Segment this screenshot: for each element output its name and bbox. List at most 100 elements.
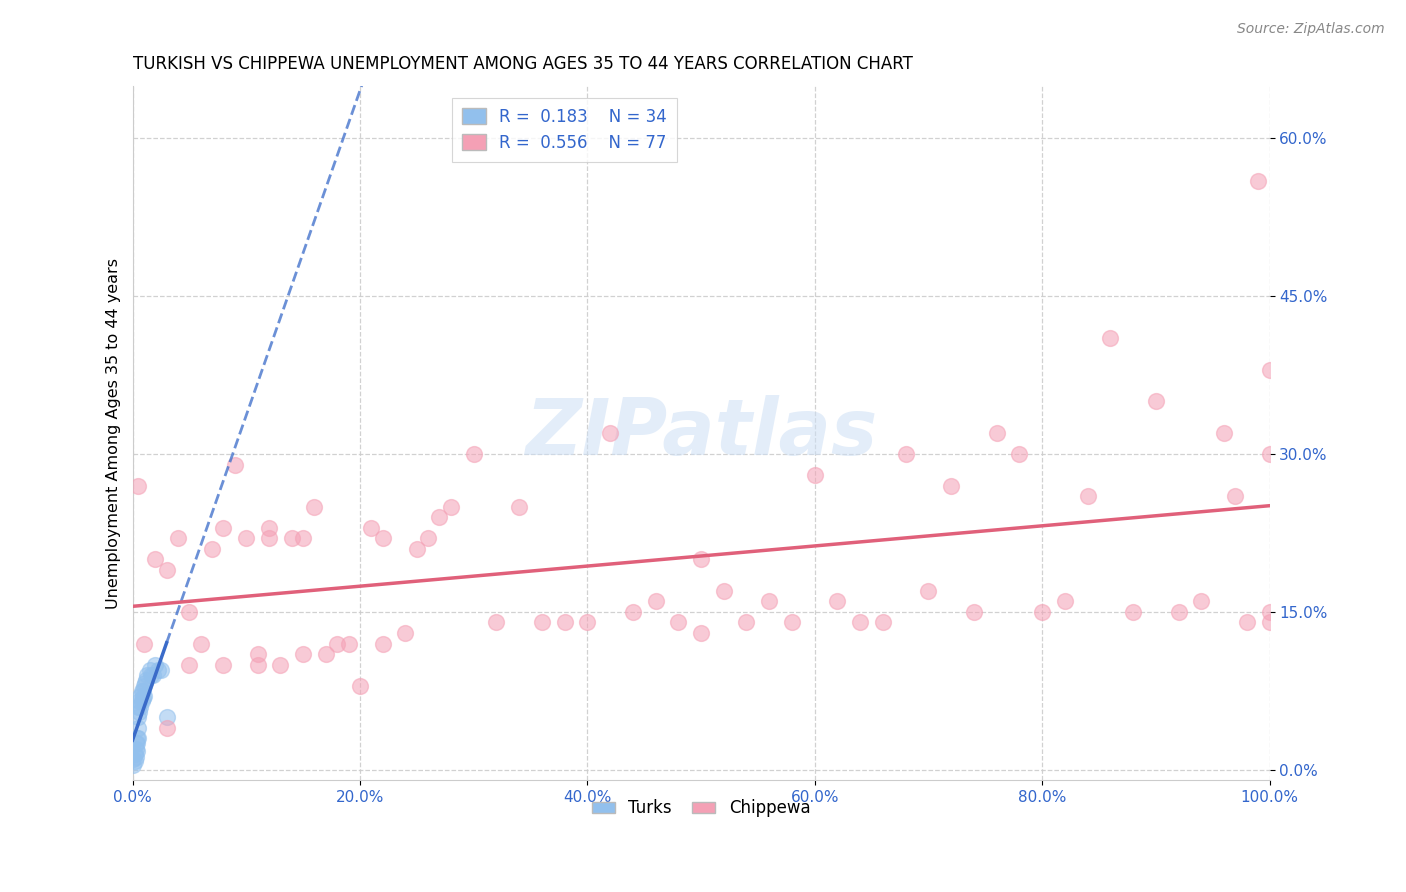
Point <box>666 615 689 630</box>
Point <box>132 691 155 706</box>
Point <box>326 636 349 650</box>
Point <box>125 744 148 758</box>
Point <box>530 615 553 630</box>
Point <box>292 647 315 661</box>
Point <box>371 531 394 545</box>
Point <box>1236 615 1258 630</box>
Point <box>132 636 155 650</box>
Point <box>135 673 157 688</box>
Point <box>1189 594 1212 608</box>
Point <box>132 684 155 698</box>
Point <box>212 657 235 672</box>
Point <box>142 668 165 682</box>
Point <box>1258 605 1281 619</box>
Point <box>576 615 599 630</box>
Point <box>758 594 780 608</box>
Point <box>1167 605 1189 619</box>
Point <box>201 541 224 556</box>
Point <box>146 663 169 677</box>
Point <box>257 531 280 545</box>
Point <box>394 626 416 640</box>
Point <box>599 425 621 440</box>
Point <box>129 689 152 703</box>
Point <box>143 657 166 672</box>
Point <box>315 647 337 661</box>
Point <box>1258 615 1281 630</box>
Point <box>917 583 939 598</box>
Point <box>735 615 758 630</box>
Point <box>246 657 269 672</box>
Point <box>827 594 849 608</box>
Point <box>1053 594 1076 608</box>
Point <box>849 615 872 630</box>
Point <box>127 731 149 746</box>
Point <box>179 605 201 619</box>
Point <box>1144 394 1167 409</box>
Point <box>127 699 149 714</box>
Point <box>1225 489 1247 503</box>
Point <box>690 552 713 566</box>
Point <box>485 615 508 630</box>
Point <box>124 747 146 761</box>
Point <box>429 510 451 524</box>
Point <box>136 668 159 682</box>
Point <box>257 521 280 535</box>
Point <box>416 531 439 545</box>
Point <box>224 458 246 472</box>
Text: Source: ZipAtlas.com: Source: ZipAtlas.com <box>1237 22 1385 37</box>
Point <box>125 731 148 746</box>
Point <box>125 736 148 750</box>
Point <box>121 757 143 772</box>
Point <box>125 741 148 756</box>
Point <box>132 679 155 693</box>
Point <box>1213 425 1236 440</box>
Point <box>1077 489 1099 503</box>
Point <box>349 679 371 693</box>
Point <box>246 647 269 661</box>
Point <box>129 699 152 714</box>
Point <box>280 531 302 545</box>
Point <box>143 552 166 566</box>
Point <box>1258 363 1281 377</box>
Point <box>440 500 463 514</box>
Point <box>644 594 666 608</box>
Point <box>690 626 713 640</box>
Legend: Turks, Chippewa: Turks, Chippewa <box>585 793 817 824</box>
Point <box>803 468 825 483</box>
Text: ZIPatlas: ZIPatlas <box>524 395 877 471</box>
Point <box>939 478 962 492</box>
Point <box>1122 605 1144 619</box>
Point <box>337 636 360 650</box>
Point <box>134 676 156 690</box>
Point <box>235 531 257 545</box>
Point <box>894 447 917 461</box>
Point <box>554 615 576 630</box>
Point <box>463 447 485 461</box>
Point <box>132 689 155 703</box>
Point <box>121 752 143 766</box>
Point <box>304 500 326 514</box>
Point <box>127 478 149 492</box>
Point <box>1099 331 1122 345</box>
Point <box>131 694 153 708</box>
Point <box>371 636 394 650</box>
Point <box>156 710 179 724</box>
Point <box>1258 447 1281 461</box>
Point <box>138 663 160 677</box>
Point <box>139 668 162 682</box>
Point <box>179 657 201 672</box>
Point <box>156 563 179 577</box>
Point <box>1008 447 1031 461</box>
Point <box>1247 173 1270 187</box>
Point <box>713 583 735 598</box>
Point <box>963 605 986 619</box>
Point <box>127 721 149 735</box>
Point <box>156 721 179 735</box>
Point <box>190 636 212 650</box>
Point <box>128 705 150 719</box>
Point <box>131 684 153 698</box>
Point <box>360 521 382 535</box>
Point <box>292 531 315 545</box>
Y-axis label: Unemployment Among Ages 35 to 44 years: Unemployment Among Ages 35 to 44 years <box>107 258 121 608</box>
Point <box>212 521 235 535</box>
